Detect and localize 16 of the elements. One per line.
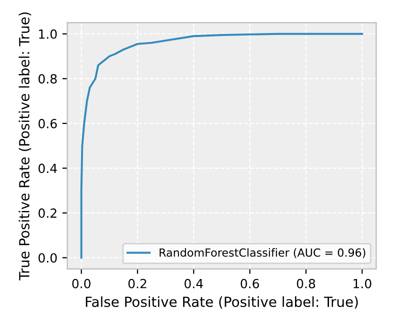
x-tick-label: 1.0 — [354, 278, 372, 288]
y-tick-label: 0.8 — [38, 74, 57, 84]
y-tick-label: 0.2 — [38, 208, 56, 218]
y-tick-label: 0.6 — [38, 118, 57, 128]
x-tick-label: 0.4 — [184, 278, 203, 288]
y-tick-label: 0.4 — [38, 164, 57, 174]
y-tick-label: 1.0 — [39, 29, 57, 39]
y-tick-label: 0.0 — [38, 253, 57, 263]
x-tick-label: 0.2 — [128, 278, 146, 288]
x-tick-label: 0.6 — [240, 278, 259, 288]
legend-label: RandomForestClassifier (AUC = 0.96) — [160, 248, 366, 258]
x-tick-label: 0.8 — [296, 278, 316, 288]
x-tick-label: 0.0 — [72, 278, 90, 288]
y-axis-title: True Positive Rate (Positive label: True) — [18, 12, 32, 280]
x-axis-title: False Positive Rate (Positive label: True) — [86, 296, 358, 309]
line-series — [80, 32, 364, 259]
